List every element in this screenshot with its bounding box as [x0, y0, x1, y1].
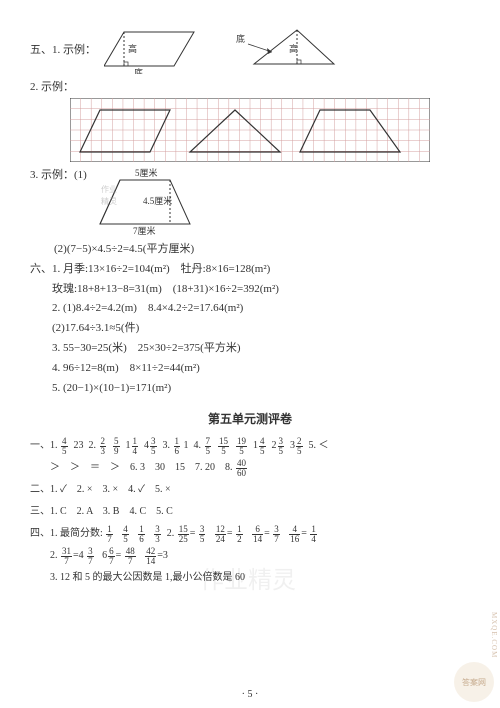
- ans1-line1: 一、1. 45 23 2. 23 59 114 435 3. 16 1 4. 7…: [30, 435, 470, 457]
- svg-text:精灵: 精灵: [101, 196, 117, 206]
- parallelogram-figure: 高 底: [104, 24, 204, 74]
- ans4-line1: 四、1. 最简分数: 17 45 16 33 2. 1525= 35 1224=…: [30, 523, 470, 545]
- line-6-1: 六、1. 月季:13×16÷2=104(m²) 牡丹:8×16=128(m²): [30, 260, 470, 280]
- frac: 45: [61, 437, 68, 456]
- line-6-2: 玫瑰:18+8+13−8=31(m) (18+31)×16÷2=392(m²): [30, 280, 470, 300]
- svg-text:高: 高: [289, 43, 298, 54]
- line-6-6: 4. 96÷12=8(m) 8×11÷2=44(m²): [30, 359, 470, 379]
- frac-40-60: 4060: [236, 459, 247, 478]
- site-url: MXQE.COM: [490, 612, 498, 658]
- trapezoid-figure: 5厘米 4.5厘米 7厘米 作业 精灵: [95, 166, 205, 236]
- line-6-5: 3. 55−30=25(米) 25×30÷2=375(平方米): [30, 339, 470, 359]
- svg-text:4.5厘米: 4.5厘米: [143, 195, 172, 206]
- label-5-1: 五、1. 示例：: [30, 41, 96, 57]
- svg-text:高: 高: [128, 43, 137, 54]
- triangle-figure: 高 底: [234, 24, 344, 74]
- section5-item2: 2. 示例：: [30, 78, 470, 94]
- ans4-prefix: 四、1. 最简分数:: [30, 528, 103, 539]
- ans2: 二、1. ✓ 2. × 3. × 4. ✓ 5. ×: [30, 479, 470, 501]
- ans1-prefix: 一、1.: [30, 440, 58, 451]
- page-number: · 5 ·: [0, 689, 500, 700]
- unit5-title: 第五单元测评卷: [30, 410, 470, 427]
- label-5-2: 2. 示例：: [30, 78, 74, 94]
- line-5-3-2: (2)(7−5)×4.5÷2=4.5(平方厘米): [54, 240, 470, 260]
- line-6-7: 5. (20−1)×(10−1)=171(m²): [30, 379, 470, 399]
- svg-text:作业: 作业: [101, 184, 117, 194]
- svg-text:底: 底: [236, 33, 245, 44]
- ans3: 三、1. C 2. A 3. B 4. C 5. C: [30, 501, 470, 523]
- svg-text:5厘米: 5厘米: [135, 167, 158, 178]
- section5-item3: 3. 示例：(1) 5厘米 4.5厘米 7厘米 作业 精灵: [30, 166, 470, 236]
- section5-item1: 五、1. 示例： 高 底 高 底: [30, 24, 470, 74]
- line-6-3: 2. (1)8.4÷2=4.2(m) 8.4×4.2÷2=17.64(m²): [30, 299, 470, 319]
- svg-text:7厘米: 7厘米: [133, 225, 156, 236]
- svg-text:底: 底: [134, 67, 143, 74]
- ans1-line2-text: ＞ ＞ ＝ ＞ 6. 3 30 15 7. 20 8.: [30, 462, 233, 473]
- corner-logo: 答案网: [454, 662, 494, 702]
- grid-shapes: [70, 98, 470, 162]
- line-6-4: (2)17.64÷3.1≈5(件): [30, 319, 470, 339]
- ans4-line3: 3. 12 和 5 的最大公因数是 1,最小公倍数是 60: [30, 567, 470, 589]
- ans4-l2-prefix: 2.: [30, 550, 58, 561]
- ans4-line2: 2. 317=4 37 667= 487 4214=3: [30, 545, 470, 567]
- ans1-line2: ＞ ＞ ＝ ＞ 6. 3 30 15 7. 20 8. 4060: [30, 457, 470, 479]
- label-5-3: 3. 示例：(1): [30, 166, 87, 182]
